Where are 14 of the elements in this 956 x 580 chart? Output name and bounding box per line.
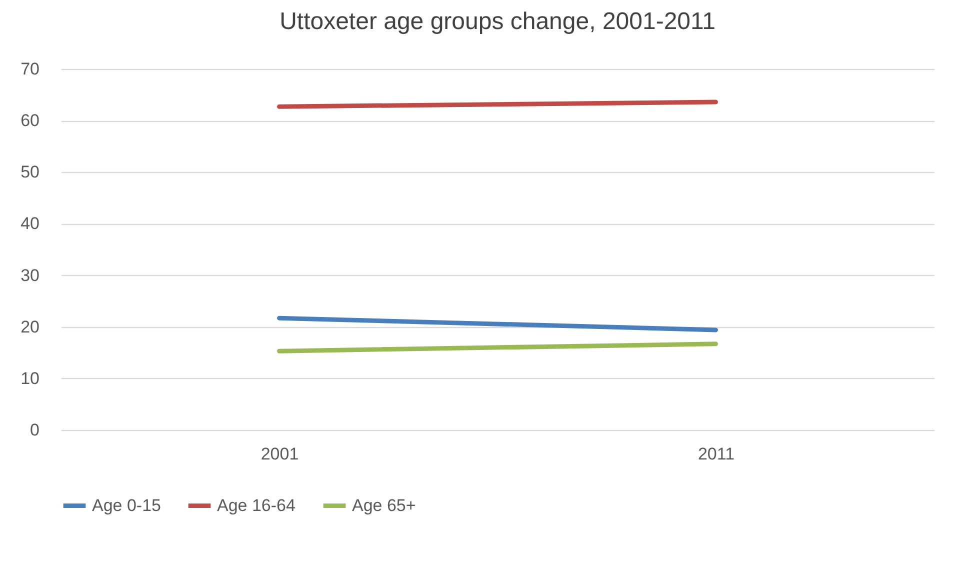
legend-label: Age 16-64 [217, 496, 296, 515]
x-tick-label: 2001 [260, 444, 299, 464]
y-tick-label: 40 [20, 214, 40, 234]
legend-label: Age 65+ [352, 496, 416, 515]
y-tick-label: 20 [20, 317, 40, 336]
y-tick-label: 10 [20, 368, 40, 388]
y-tick-label: 50 [20, 162, 40, 182]
y-tick-label: 0 [30, 420, 40, 440]
y-tick-label: 70 [20, 60, 40, 78]
chart-title: Uttoxeter age groups change, 2001-2011 [280, 8, 716, 35]
y-tick-label: 60 [20, 111, 40, 130]
x-tick-label: 2011 [698, 444, 735, 464]
legend-label: Age 0-15 [92, 496, 161, 515]
y-tick-label: 30 [20, 266, 40, 285]
